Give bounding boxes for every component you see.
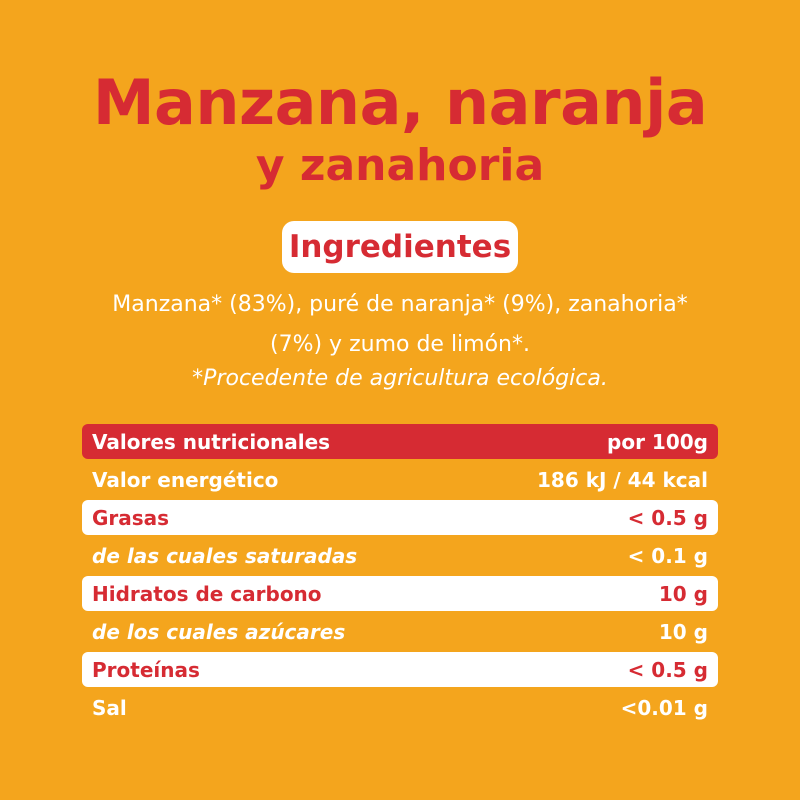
nutrition-header-row: Valores nutricionales por 100g [82,424,718,459]
protein-label: Proteínas [92,657,200,682]
sugars-value: 10 g [658,619,708,644]
nutrition-row-salt: Sal <0.01 g [82,690,718,725]
nutrition-row-sugars: de los cuales azúcares 10 g [82,614,718,649]
protein-value: < 0.5 g [627,657,708,682]
energy-value: 186 kJ / 44 kcal [537,467,708,492]
ingredients-line-2: (7%) y zumo de limón*. [270,332,530,357]
ingredients-text: Manzana* (83%), puré de naranja* (9%), z… [40,285,760,365]
nutrition-header-value: por 100g [607,429,708,454]
product-title: Manzana, naranja [92,66,708,139]
fat-label: Grasas [92,505,170,530]
saturated-value: < 0.1 g [627,543,708,568]
nutrition-row-saturated: de las cuales saturadas < 0.1 g [82,538,718,573]
salt-label: Sal [92,695,127,720]
nutrition-row-protein: Proteínas < 0.5 g [82,652,718,687]
salt-value: <0.01 g [620,695,708,720]
saturated-label: de las cuales saturadas [92,543,358,568]
product-subtitle: y zanahoria [255,140,545,191]
carbs-value: 10 g [658,581,708,606]
nutrition-row-carbs: Hidratos de carbono 10 g [82,576,718,611]
nutrition-table: Valores nutricionales por 100g Valor ene… [82,424,718,728]
organic-note: *Procedente de agricultura ecológica. [192,366,608,391]
nutrition-header-label: Valores nutricionales [92,429,331,454]
nutrition-row-fat: Grasas < 0.5 g [82,500,718,535]
ingredients-heading: Ingredientes [288,229,512,265]
fat-value: < 0.5 g [627,505,708,530]
ingredients-heading-pill: Ingredientes [282,221,518,273]
ingredients-line-1: Manzana* (83%), puré de naranja* (9%), z… [112,292,688,317]
sugars-label: de los cuales azúcares [92,619,346,644]
carbs-label: Hidratos de carbono [92,581,322,606]
energy-label: Valor energético [92,467,279,492]
nutrition-row-energy: Valor energético 186 kJ / 44 kcal [82,462,718,497]
